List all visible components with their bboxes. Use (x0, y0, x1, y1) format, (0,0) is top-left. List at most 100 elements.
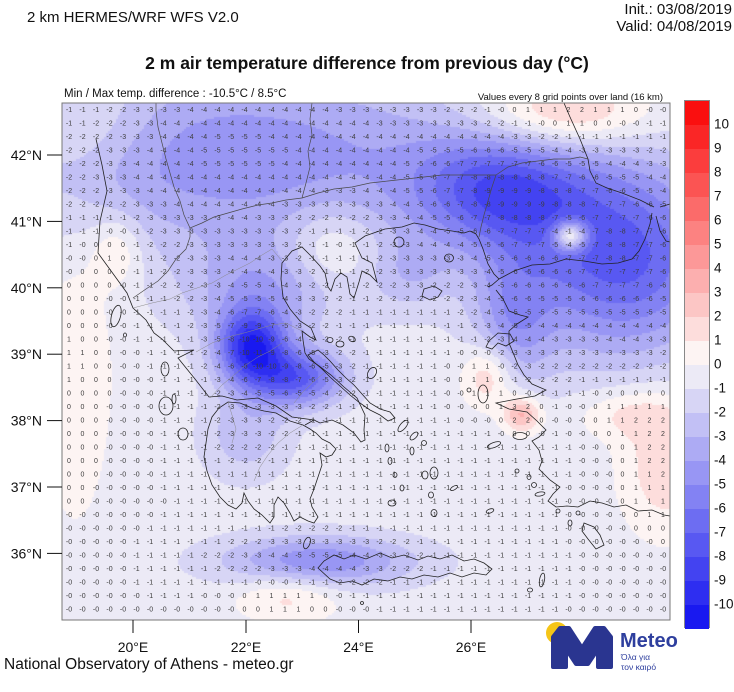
grid-value: -1 (525, 539, 531, 546)
grid-value: -1 (133, 256, 139, 263)
grid-value: -3 (201, 296, 207, 303)
colorbar-segment (685, 293, 709, 317)
grid-value: -1 (376, 593, 382, 600)
grid-value: -7 (592, 202, 598, 209)
grid-value: -9 (511, 202, 517, 209)
grid-value: -9 (268, 350, 274, 357)
grid-value: -1 (160, 323, 166, 330)
grid-value: -3 (295, 323, 301, 330)
grid-value: -6 (660, 242, 666, 249)
grid-value: -2 (417, 566, 423, 573)
grid-value: -1 (336, 458, 342, 465)
grid-value: -2 (282, 418, 288, 425)
grid-value: -1 (174, 431, 180, 438)
grid-value: -7 (606, 215, 612, 222)
grid-value: -0 (579, 404, 585, 411)
minmax-subtitle: Min / Max temp. difference : -10.5°C / 8… (64, 88, 287, 100)
grid-value: -1 (376, 350, 382, 357)
grid-value: -1 (187, 472, 193, 479)
grid-value: 0 (621, 472, 625, 479)
grid-value: -2 (525, 377, 531, 384)
grid-value: -0 (498, 107, 504, 114)
grid-value: -1 (498, 553, 504, 560)
grid-value: -5 (241, 283, 247, 290)
grid-value: -3 (187, 229, 193, 236)
grid-value: -0 (606, 458, 612, 465)
grid-value: -1 (565, 458, 571, 465)
grid-value: -8 (282, 377, 288, 384)
grid-value: -2 (295, 256, 301, 263)
grid-value: -1 (430, 404, 436, 411)
grid-value: -3 (619, 350, 625, 357)
grid-value: -0 (484, 418, 490, 425)
grid-value: -4 (336, 134, 342, 141)
grid-value: -0 (133, 526, 139, 533)
grid-value: -1 (309, 580, 315, 587)
grid-value: -1 (484, 580, 490, 587)
grid-value: -4 (282, 134, 288, 141)
grid-value: -6 (484, 229, 490, 236)
grid-value: -0 (120, 337, 126, 344)
grid-value: -6 (430, 161, 436, 168)
valid-time: Valid: 04/08/2019 (616, 18, 732, 35)
grid-value: -2 (282, 431, 288, 438)
grid-value: -2 (174, 283, 180, 290)
grid-value: -3 (376, 566, 382, 573)
grid-value: -7 (646, 256, 652, 263)
grid-value: -1 (430, 580, 436, 587)
grid-value: -1 (255, 526, 261, 533)
grid-value: -1 (309, 458, 315, 465)
grid-value: -1 (349, 337, 355, 344)
grid-value: -1 (444, 566, 450, 573)
grid-value: -3 (241, 242, 247, 249)
grid-value: -0 (606, 607, 612, 614)
grid-value: -4 (309, 175, 315, 182)
grid-value: -2 (241, 445, 247, 452)
grid-value: -0 (471, 404, 477, 411)
grid-value: -5 (282, 323, 288, 330)
island-outline (538, 572, 546, 588)
colorbar-segment (685, 365, 709, 389)
grid-value: -4 (363, 161, 369, 168)
grid-value: -3 (255, 404, 261, 411)
grid-value: 0 (81, 472, 85, 479)
grid-value: -1 (417, 539, 423, 546)
grid-value: -7 (228, 323, 234, 330)
grid-value: -1 (471, 607, 477, 614)
island-outline (123, 332, 127, 338)
grid-value: -4 (268, 269, 274, 276)
grid-value: 0 (513, 107, 517, 114)
grid-value: -1 (187, 418, 193, 425)
grid-value: -2 (228, 445, 234, 452)
colorbar-segment (685, 557, 709, 581)
island-outline (393, 236, 405, 248)
coastline-path (95, 138, 500, 443)
colorbar-segment (685, 221, 709, 245)
grid-value: -7 (565, 175, 571, 182)
island-outline (486, 441, 502, 449)
island-outline (531, 482, 537, 488)
grid-value: -1 (403, 337, 409, 344)
grid-value: -2 (363, 283, 369, 290)
grid-value: -0 (147, 377, 153, 384)
grid-value: -4 (228, 283, 234, 290)
grid-value: -7 (619, 215, 625, 222)
grid-value: -4 (174, 188, 180, 195)
grid-value: -1 (498, 485, 504, 492)
grid-value: -5 (444, 215, 450, 222)
grid-value: -4 (376, 188, 382, 195)
grid-value: -0 (66, 593, 72, 600)
grid-value: -5 (633, 175, 639, 182)
grid-value: -4 (363, 148, 369, 155)
grid-value: 0 (94, 445, 98, 452)
grid-value: -3 (201, 256, 207, 263)
grid-value: -3 (93, 175, 99, 182)
grid-value: -4 (295, 148, 301, 155)
grid-value: -0 (619, 553, 625, 560)
grid-value: -1 (403, 445, 409, 452)
grid-value: -0 (444, 377, 450, 384)
colorbar-label: -5 (714, 476, 727, 492)
grid-value: -7 (444, 188, 450, 195)
grid-value: -0 (106, 431, 112, 438)
grid-value: -2 (295, 526, 301, 533)
